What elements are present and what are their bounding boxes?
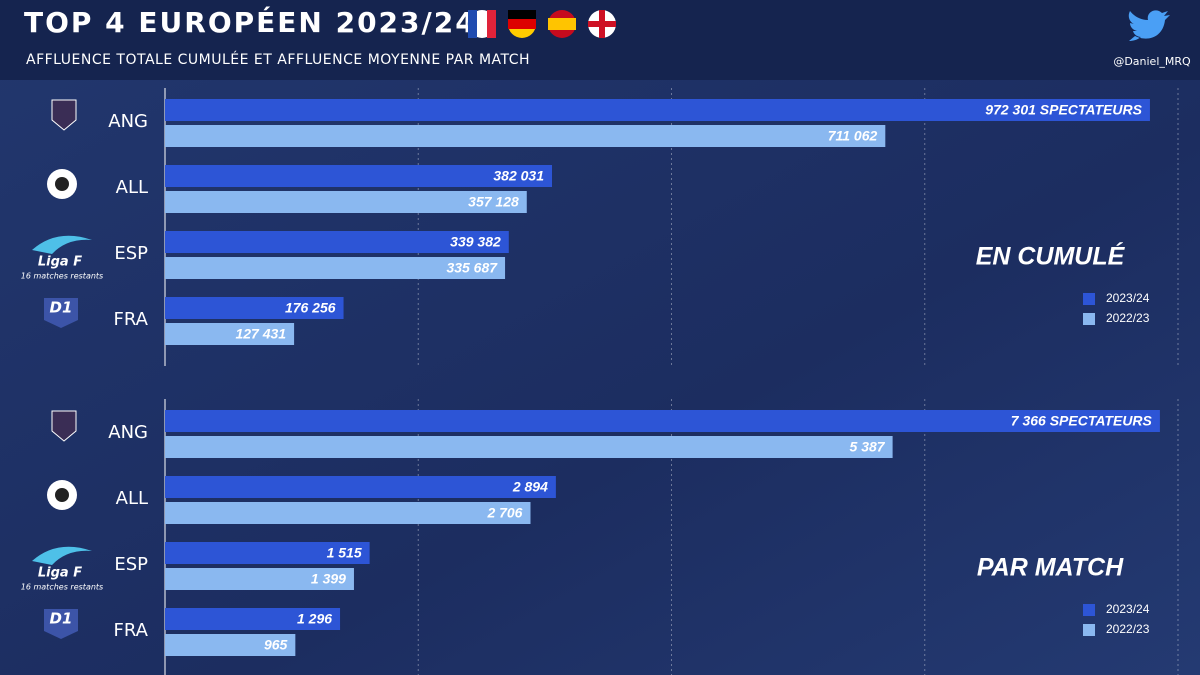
bar	[165, 542, 370, 564]
value-label: 711 062	[828, 128, 878, 144]
logo	[51, 410, 77, 442]
bar	[165, 231, 509, 253]
bar	[165, 410, 1160, 432]
bar	[165, 323, 295, 345]
value-label: 357 128	[468, 194, 519, 210]
title: TOP 4 EUROPÉEN 2023/24	[24, 5, 477, 39]
legend-swatch	[1083, 293, 1095, 305]
value-label: 382 031	[493, 168, 544, 184]
bar	[165, 257, 506, 279]
value-label: 2 894	[512, 479, 548, 495]
bar	[165, 476, 556, 498]
bar	[165, 125, 886, 147]
panel-label: PAR MATCH	[977, 554, 1124, 582]
bar	[165, 502, 531, 524]
value-label: 2 706	[486, 505, 522, 521]
legend-swatch	[1083, 313, 1095, 325]
category-label: ANG	[108, 111, 148, 132]
logo	[55, 177, 69, 191]
logo	[32, 546, 92, 565]
category-label: FRA	[114, 620, 149, 641]
logo	[44, 298, 78, 328]
value-label: 5 387	[850, 439, 886, 455]
category-label: ALL	[116, 177, 148, 198]
value-label: 972 301 SPECTATEURS	[985, 102, 1142, 118]
value-label: 176 256	[285, 300, 336, 316]
note: 16 matches restants	[21, 583, 103, 592]
value-label: 339 382	[450, 234, 501, 250]
bar	[165, 436, 893, 458]
bar	[165, 634, 296, 656]
category-label: ALL	[116, 488, 148, 509]
logo-text: D1	[50, 610, 73, 628]
value-label: 1 515	[327, 545, 362, 561]
value-label: 335 687	[446, 260, 498, 276]
legend-label: 2023/24	[1106, 602, 1150, 616]
bar	[165, 165, 552, 187]
logo-text: Liga F	[38, 566, 82, 581]
author: @Daniel_MRQ	[1113, 55, 1191, 68]
logo-text: D1	[50, 299, 73, 317]
bar	[165, 568, 354, 590]
bar	[165, 608, 341, 630]
legend-label: 2023/24	[1106, 291, 1150, 305]
bar	[165, 297, 344, 319]
panel-label: EN CUMULÉ	[976, 242, 1126, 271]
category-label: ESP	[114, 243, 148, 264]
value-label: 7 366 SPECTATEURS	[1011, 413, 1153, 429]
bar	[165, 191, 527, 213]
legend-label: 2022/23	[1106, 622, 1150, 636]
category-label: ESP	[114, 554, 148, 575]
flags	[467, 10, 616, 38]
bar	[165, 99, 1150, 121]
logo	[44, 609, 78, 639]
legend-swatch	[1083, 624, 1095, 636]
value-label: 1 296	[297, 611, 332, 627]
category-label: ANG	[108, 422, 148, 443]
logo	[55, 488, 69, 502]
subtitle: AFFLUENCE TOTALE CUMULÉE ET AFFLUENCE MO…	[26, 51, 530, 68]
note: 16 matches restants	[21, 272, 103, 281]
value-label: 1 399	[311, 571, 346, 587]
legend-label: 2022/23	[1106, 311, 1150, 325]
twitter-icon	[1128, 10, 1170, 41]
logo	[51, 99, 77, 131]
logo-text: Liga F	[38, 255, 82, 270]
value-label: 127 431	[235, 326, 286, 342]
value-label: 965	[264, 637, 288, 653]
legend-swatch	[1083, 604, 1095, 616]
category-label: FRA	[114, 309, 149, 330]
logo	[32, 235, 92, 254]
